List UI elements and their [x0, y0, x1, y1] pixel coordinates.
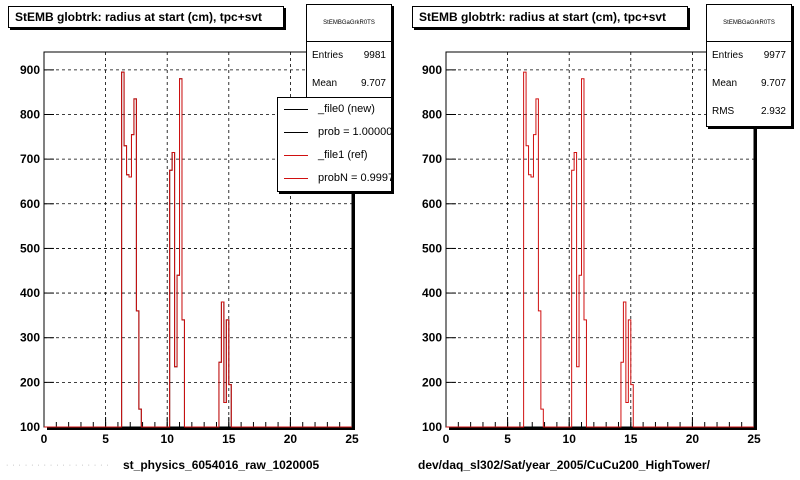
- left-x-tick-label: 0: [41, 432, 48, 446]
- right-x-axis-label: dev/daq_sl302/Sat/year_2005/CuCu200_High…: [418, 458, 710, 472]
- legend-entry-probn: probN = 0.999747: [278, 167, 391, 190]
- right-plot-frame: [445, 51, 755, 428]
- right-x-tick-label: 10: [563, 432, 577, 446]
- right-stats-entries: Entries 9977: [712, 50, 786, 61]
- left-stats-name: StEMBGaGrkR0TS: [307, 5, 391, 42]
- right-stats-rms: RMS 2.932: [712, 106, 786, 117]
- footer-stamp: · · · · · · · · · · · · · · · · ·: [6, 462, 110, 469]
- left-stats-box: StEMBGaGrkR0TS Entries 9981 Mean 9.707: [306, 4, 392, 99]
- left-y-tick-label: 900: [20, 63, 40, 77]
- right-x-tick-label: 20: [686, 432, 700, 446]
- right-y-tick-label: 300: [422, 331, 442, 345]
- left-y-tick-label: 100: [20, 420, 40, 434]
- right-y-tick-label: 800: [422, 108, 442, 122]
- left-x-tick-label: 25: [345, 432, 359, 446]
- right-stats-mean: Mean 9.707: [712, 78, 786, 89]
- legend-swatch: [284, 178, 308, 179]
- left-x-tick-label: 10: [161, 432, 175, 446]
- right-stats-box: StEMBGaGrkR0TS Entries 9977 Mean 9.707 RMS…: [706, 4, 792, 127]
- right-x-tick-label: 0: [443, 432, 450, 446]
- right-y-tick-label: 500: [422, 241, 442, 255]
- left-stats-entries: Entries 9981: [312, 50, 386, 61]
- legend-swatch: [284, 155, 308, 156]
- right-chart-title: StEMB globtrk: radius at start (cm), tpc…: [412, 6, 688, 28]
- left-y-tick-label: 600: [20, 197, 40, 211]
- right-stats-name: StEMBGaGrkR0TS: [707, 5, 791, 42]
- left-x-tick-label: 15: [222, 432, 236, 446]
- legend-swatch: [284, 109, 308, 110]
- right-y-tick-label: 900: [422, 63, 442, 77]
- right-x-tick-label: 25: [747, 432, 761, 446]
- right-y-tick-label: 100: [422, 420, 442, 434]
- legend-entry-file0: _file0 (new): [278, 98, 391, 121]
- right-x-tick-label: 5: [504, 432, 511, 446]
- right-series-0: [446, 71, 754, 428]
- left-y-tick-label: 300: [20, 331, 40, 345]
- legend-entry-file1: _file1 (ref): [278, 144, 391, 167]
- left-y-tick-label: 400: [20, 286, 40, 300]
- left-x-axis-label: st_physics_6054016_raw_1020005: [123, 458, 320, 472]
- left-legend: _file0 (new) prob = 1.000000 _file1 (ref…: [277, 97, 392, 192]
- legend-swatch: [284, 132, 308, 133]
- left-x-tick-label: 20: [284, 432, 298, 446]
- left-stats-mean: Mean 9.707: [312, 78, 386, 89]
- right-y-tick-label: 700: [422, 152, 442, 166]
- left-series-1: [44, 71, 352, 428]
- left-y-tick-label: 800: [20, 108, 40, 122]
- left-y-tick-label: 200: [20, 375, 40, 389]
- left-y-tick-label: 700: [20, 152, 40, 166]
- legend-entry-prob: prob = 1.000000: [278, 121, 391, 144]
- left-chart-title: StEMB globtrk: radius at start (cm), tpc…: [8, 6, 284, 28]
- left-x-tick-label: 5: [102, 432, 109, 446]
- right-y-tick-label: 600: [422, 197, 442, 211]
- left-y-tick-label: 500: [20, 241, 40, 255]
- right-x-tick-label: 15: [624, 432, 638, 446]
- right-y-tick-label: 400: [422, 286, 442, 300]
- right-y-tick-label: 200: [422, 375, 442, 389]
